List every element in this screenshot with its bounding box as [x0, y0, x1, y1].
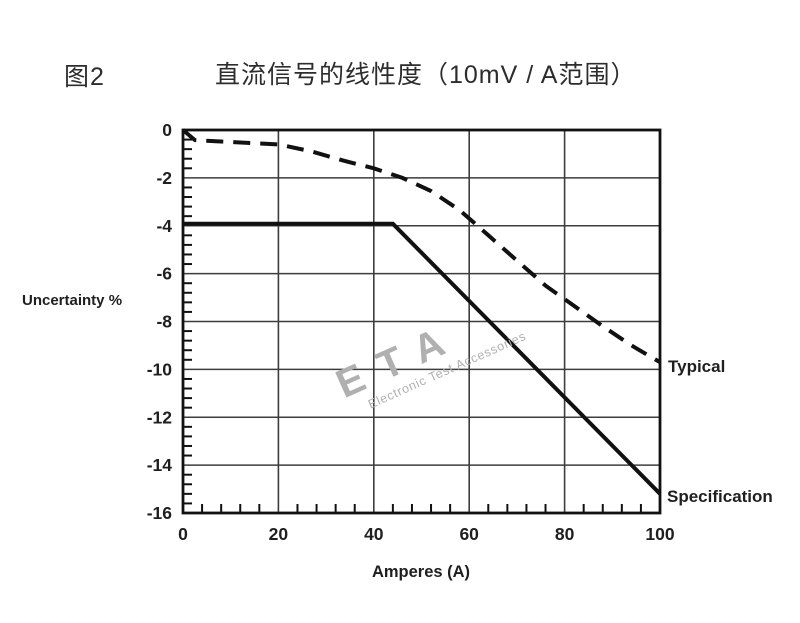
- figure-header: 图2 直流信号的线性度（10mV / A范围）: [0, 55, 800, 91]
- series-line-specification: [183, 221, 662, 496]
- y-tick-label: -10: [147, 359, 173, 379]
- series-line-typical: [181, 128, 662, 364]
- x-tick-label: 100: [645, 524, 674, 544]
- x-tick-label: 20: [269, 524, 289, 544]
- y-tick-label: -16: [147, 503, 173, 523]
- y-axis-title: Uncertainty %: [22, 292, 123, 309]
- x-tick-label: 80: [555, 524, 575, 544]
- x-tick-label: 60: [459, 524, 479, 544]
- figure-number: 图2: [64, 63, 105, 91]
- x-tick-label: 0: [178, 524, 188, 544]
- x-axis-title: Amperes (A): [371, 563, 471, 581]
- y-tick-label: -8: [156, 312, 172, 332]
- series-label-specification: Specification: [667, 487, 773, 506]
- series-label-typical: Typical: [668, 357, 726, 376]
- y-tick-label: -4: [156, 216, 172, 236]
- figure-title: 直流信号的线性度（10mV / A范围）: [215, 61, 637, 89]
- x-tick-label: 40: [364, 524, 384, 544]
- y-tick-label: -12: [147, 407, 173, 427]
- y-tick-label: -14: [147, 455, 173, 475]
- plot-border: [181, 128, 662, 515]
- y-tick-label: -2: [156, 168, 172, 188]
- y-tick-label: -6: [156, 264, 172, 284]
- y-tick-label: 0: [162, 120, 172, 140]
